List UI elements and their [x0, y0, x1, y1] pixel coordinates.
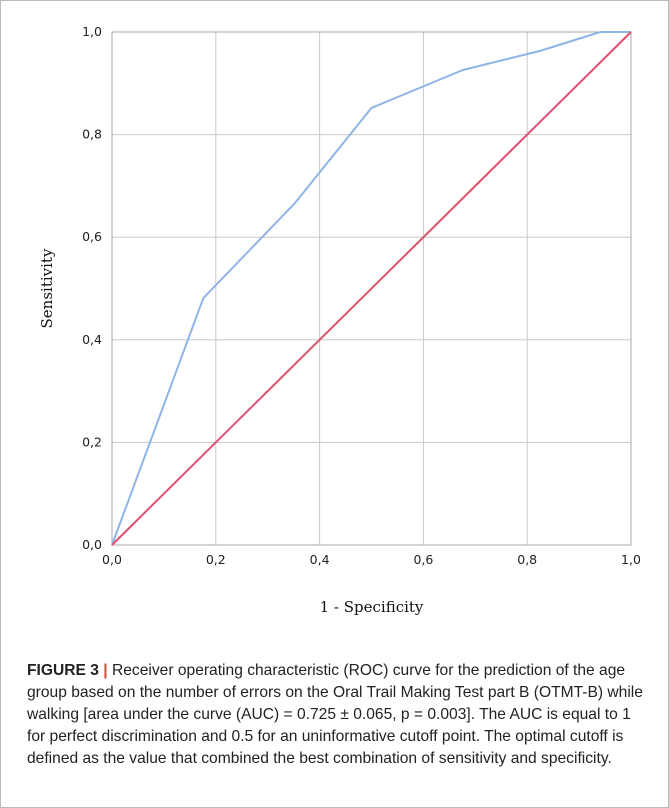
roc-curve-line [111, 31, 631, 546]
x-tick-label: 0,6 [413, 552, 433, 567]
x-tick-label: 0,8 [517, 552, 537, 567]
grid [112, 32, 631, 545]
series-layer [111, 31, 632, 546]
y-tick-label: 1,0 [82, 24, 102, 39]
x-tick-label: 1,0 [621, 552, 641, 567]
y-tick-label: 0,6 [82, 229, 102, 244]
reference-diagonal-line [111, 31, 632, 546]
caption-text: Receiver operating characteristic (ROC) … [27, 662, 643, 767]
x-tick-label: 0,2 [206, 552, 226, 567]
x-tick-label: 0,0 [102, 552, 122, 567]
x-axis-title: 1 - Specificity [320, 598, 424, 616]
plot-border [111, 31, 632, 546]
y-tick-label: 0,4 [82, 332, 102, 347]
figure-caption: FIGURE 3 | Receiver operating characteri… [27, 660, 647, 770]
y-axis-title: Sensitivity [38, 248, 56, 328]
caption-label: FIGURE 3 [27, 662, 99, 679]
roc-chart: 0,00,0 0,2 0,2 0,4 0,4 0,6 0,6 0,8 0,8 1,0 1,0 1 -… [38, 24, 641, 616]
x-tick-label: 0,4 [310, 552, 330, 567]
caption-separator: | [103, 662, 108, 679]
y-tick-label: 0,0 [82, 537, 102, 552]
tick-labels: 0,00,0 0,2 0,2 0,4 0,4 0,6 0,6 0,8 0,8 1,0 1,0 [82, 24, 641, 567]
y-tick-label: 0,2 [82, 434, 102, 449]
y-tick-label: 0,8 [82, 127, 102, 142]
